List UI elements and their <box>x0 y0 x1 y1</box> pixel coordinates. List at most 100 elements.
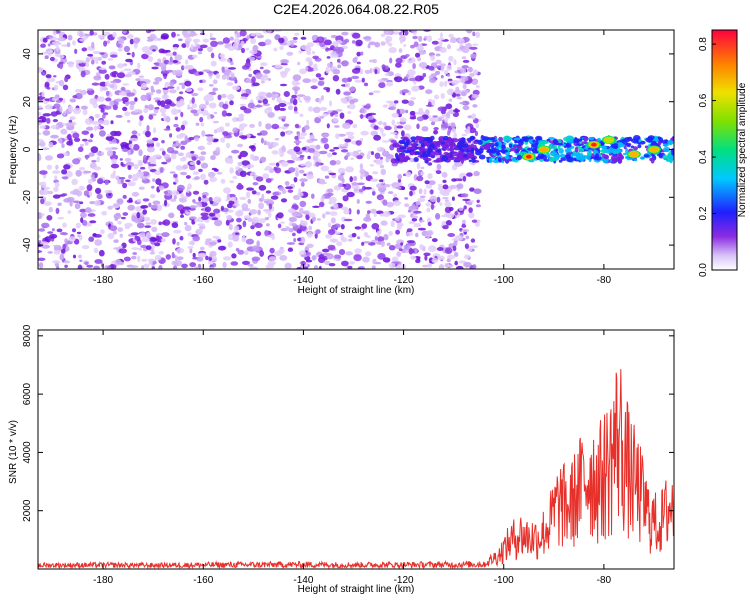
noise-point <box>141 46 151 53</box>
noise-point <box>385 157 390 163</box>
noise-point <box>56 228 63 233</box>
signal-point <box>399 146 407 150</box>
noise-point <box>351 232 357 238</box>
noise-point <box>215 147 221 154</box>
noise-point <box>465 235 470 240</box>
noise-point <box>59 253 65 261</box>
noise-point <box>299 113 304 118</box>
noise-point <box>437 186 444 191</box>
colorbar: 0.00.20.40.60.8 Normalized spectral ampl… <box>698 29 748 277</box>
noise-point <box>77 264 83 269</box>
noise-point <box>151 245 155 249</box>
noise-point <box>149 33 157 40</box>
noise-point <box>185 88 193 92</box>
noise-point <box>259 95 264 99</box>
noise-point <box>258 202 264 210</box>
noise-point <box>449 89 453 96</box>
noise-point <box>471 94 479 99</box>
noise-point <box>173 173 178 178</box>
noise-point <box>209 200 214 205</box>
noise-point <box>265 92 273 98</box>
signal-point <box>445 152 451 157</box>
noise-point <box>237 143 244 148</box>
noise-point <box>141 53 149 60</box>
noise-point <box>352 32 361 39</box>
noise-point <box>185 41 190 48</box>
noise-point <box>330 217 336 224</box>
noise-point <box>246 187 255 191</box>
noise-point <box>55 164 59 170</box>
noise-point <box>300 220 308 227</box>
noise-point <box>57 202 62 207</box>
noise-point <box>433 127 439 131</box>
noise-point <box>356 199 360 204</box>
noise-point <box>373 213 377 217</box>
noise-point <box>93 166 102 171</box>
noise-point <box>122 212 129 216</box>
noise-point <box>87 213 96 217</box>
noise-point <box>255 176 264 182</box>
noise-point <box>377 253 386 260</box>
signal-point <box>406 139 410 143</box>
noise-point <box>325 211 331 215</box>
noise-point <box>42 130 51 136</box>
noise-point <box>116 130 121 137</box>
noise-point <box>413 41 419 48</box>
signal-point <box>469 135 476 141</box>
noise-point <box>462 83 467 90</box>
noise-point <box>144 225 152 229</box>
noise-point <box>310 138 318 141</box>
noise-point <box>134 217 141 224</box>
noise-point <box>92 56 101 61</box>
noise-point <box>136 171 144 177</box>
noise-point <box>274 105 281 111</box>
noise-point <box>391 119 396 126</box>
noise-point <box>259 156 266 163</box>
noise-point <box>38 67 44 73</box>
noise-point <box>117 37 123 45</box>
noise-point <box>351 75 360 80</box>
noise-point <box>260 77 264 81</box>
noise-point <box>101 114 106 119</box>
x-tick-label: -80 <box>597 275 612 286</box>
noise-point <box>461 65 469 69</box>
noise-point <box>427 101 432 107</box>
signal-point <box>552 145 558 150</box>
noise-point <box>409 190 413 197</box>
noise-point <box>209 32 213 38</box>
noise-point <box>147 162 151 165</box>
noise-point <box>111 158 117 165</box>
noise-point <box>450 122 456 129</box>
noise-point <box>418 50 426 55</box>
signal-point <box>497 157 502 163</box>
noise-point <box>211 255 217 262</box>
noise-point <box>365 213 370 219</box>
noise-point <box>401 99 409 104</box>
signal-point <box>481 136 490 142</box>
noise-point <box>322 248 330 253</box>
noise-point <box>337 58 341 63</box>
noise-point <box>338 249 346 256</box>
noise-point <box>328 201 333 205</box>
noise-point <box>420 171 425 176</box>
noise-point <box>315 73 322 78</box>
noise-point <box>199 246 205 251</box>
noise-point <box>39 170 48 175</box>
signal-point <box>498 136 504 142</box>
noise-point <box>201 196 209 203</box>
noise-point <box>322 113 328 117</box>
noise-point <box>302 210 311 215</box>
noise-point <box>145 245 152 251</box>
noise-point <box>435 213 441 220</box>
noise-point <box>148 163 157 167</box>
noise-point <box>55 42 62 46</box>
noise-point <box>281 189 287 195</box>
noise-point <box>38 250 43 253</box>
noise-point <box>59 54 65 59</box>
noise-point <box>263 69 271 74</box>
noise-point <box>155 142 161 148</box>
noise-point <box>209 176 218 183</box>
noise-point <box>412 35 418 40</box>
noise-point <box>320 95 324 101</box>
noise-point <box>271 95 276 101</box>
